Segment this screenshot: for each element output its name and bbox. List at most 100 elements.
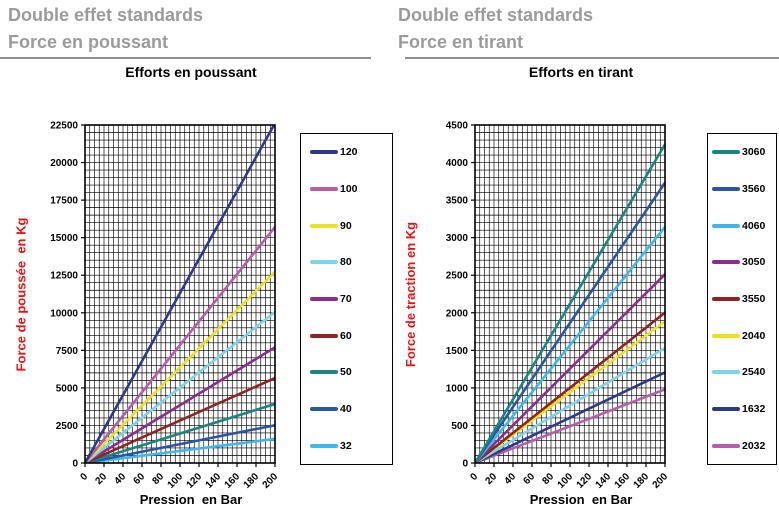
legend-line-swatch bbox=[712, 150, 740, 155]
series-line-60 bbox=[85, 376, 275, 463]
svg-text:4000: 4000 bbox=[446, 158, 469, 169]
svg-text:100: 100 bbox=[166, 471, 186, 491]
svg-text:1500: 1500 bbox=[446, 346, 469, 357]
legend-line-swatch bbox=[310, 186, 338, 191]
push-chart-section: Double effet standards Force en poussant … bbox=[0, 2, 393, 507]
svg-text:17500: 17500 bbox=[50, 196, 78, 207]
legend-line-swatch bbox=[310, 260, 338, 265]
series-line-80 bbox=[85, 310, 275, 463]
push-section-header: Double effet standards Force en poussant bbox=[8, 2, 203, 56]
plot-border bbox=[84, 124, 276, 464]
svg-text:140: 140 bbox=[204, 471, 224, 491]
legend-item: 3050 bbox=[712, 256, 776, 268]
svg-text:40: 40 bbox=[112, 471, 128, 487]
legend-label: 32 bbox=[340, 439, 352, 452]
legend-line-swatch bbox=[712, 223, 740, 228]
legend-label: 80 bbox=[340, 256, 352, 269]
svg-text:200: 200 bbox=[261, 471, 281, 491]
legend-line-swatch bbox=[712, 406, 740, 411]
svg-text:2000: 2000 bbox=[446, 308, 469, 319]
series-line-2032 bbox=[475, 388, 665, 463]
svg-text:22500: 22500 bbox=[50, 121, 78, 132]
legend-label: 3060 bbox=[742, 146, 766, 159]
svg-text:20000: 20000 bbox=[50, 158, 78, 169]
legend-line-swatch bbox=[310, 443, 338, 448]
series-line-100 bbox=[85, 225, 275, 463]
legend-label: 50 bbox=[340, 366, 352, 379]
legend-label: 2032 bbox=[742, 439, 766, 452]
legend-label: 4060 bbox=[742, 219, 766, 232]
legend-item: 2032 bbox=[712, 440, 776, 452]
legend-item: 40 bbox=[310, 403, 392, 415]
grid bbox=[474, 124, 666, 464]
svg-text:160: 160 bbox=[613, 471, 633, 491]
series-line-2540 bbox=[475, 346, 665, 463]
pull-chart-legend: 3060 3560 4060 3050 3550 2040 2540 1632 2032 bbox=[707, 133, 777, 465]
plot-border bbox=[474, 124, 666, 464]
push-chart-plot: 0 2500 5000 7500 10000 12500 15000 17500 20000 22… bbox=[50, 121, 281, 491]
push-header-divider bbox=[0, 57, 371, 59]
svg-text:160: 160 bbox=[223, 471, 243, 491]
svg-text:20: 20 bbox=[483, 471, 499, 487]
svg-text:200: 200 bbox=[651, 471, 671, 491]
legend-line-swatch bbox=[712, 333, 740, 338]
legend-item: 2540 bbox=[712, 366, 776, 378]
series-line-3560 bbox=[475, 181, 665, 463]
pull-chart-section: Double effet standards Force en tirant Ef… bbox=[390, 0, 779, 524]
legend-line-swatch bbox=[310, 333, 338, 338]
svg-text:500: 500 bbox=[451, 421, 468, 432]
svg-text:80: 80 bbox=[540, 471, 556, 487]
legend-label: 3050 bbox=[742, 256, 766, 269]
svg-text:120: 120 bbox=[575, 471, 595, 491]
svg-text:3500: 3500 bbox=[446, 196, 469, 207]
legend-line-swatch bbox=[310, 223, 338, 228]
legend-item: 3060 bbox=[712, 146, 776, 158]
series-line-4060 bbox=[475, 225, 665, 463]
series-line-3550 bbox=[475, 311, 665, 463]
pull-header-line1: Double effet standards bbox=[398, 5, 594, 25]
legend-item: 2040 bbox=[712, 330, 776, 342]
legend-item: 70 bbox=[310, 293, 392, 305]
legend-line-swatch bbox=[712, 296, 740, 301]
svg-text:120: 120 bbox=[185, 471, 205, 491]
legend-item: 3550 bbox=[712, 293, 776, 305]
legend-label: 40 bbox=[340, 402, 352, 415]
legend-line-swatch bbox=[310, 406, 338, 411]
pull-header-divider bbox=[405, 57, 779, 59]
legend-label: 2540 bbox=[742, 366, 766, 379]
push-chart-title: Efforts en poussant bbox=[125, 64, 257, 80]
push-header-line1: Double effet standards bbox=[8, 5, 204, 25]
svg-text:100: 100 bbox=[556, 471, 576, 491]
pull-chart-title: Efforts en tirant bbox=[528, 64, 634, 80]
series-line-32 bbox=[85, 437, 275, 463]
series-lines bbox=[475, 143, 665, 463]
legend-item: 1632 bbox=[712, 403, 776, 415]
legend-line-swatch bbox=[310, 370, 338, 375]
svg-text:60: 60 bbox=[521, 471, 537, 487]
push-header-line2: Force en poussant bbox=[8, 32, 169, 52]
svg-text:4500: 4500 bbox=[446, 121, 469, 132]
legend-line-swatch bbox=[712, 186, 740, 191]
legend-line-swatch bbox=[712, 260, 740, 265]
legend-item: 100 bbox=[310, 183, 392, 195]
legend-label: 1632 bbox=[742, 402, 766, 415]
svg-text:20: 20 bbox=[93, 471, 109, 487]
svg-text:180: 180 bbox=[242, 471, 262, 491]
legend-label: 2040 bbox=[742, 329, 766, 342]
legend-item: 4060 bbox=[712, 220, 776, 232]
svg-text:12500: 12500 bbox=[50, 271, 78, 282]
svg-text:3000: 3000 bbox=[446, 233, 469, 244]
legend-item: 50 bbox=[310, 366, 392, 378]
svg-text:40: 40 bbox=[502, 471, 518, 487]
svg-text:0: 0 bbox=[78, 471, 90, 483]
svg-text:15000: 15000 bbox=[50, 233, 78, 244]
series-line-3050 bbox=[475, 272, 665, 463]
legend-label: 3550 bbox=[742, 292, 766, 305]
svg-text:0: 0 bbox=[468, 471, 480, 483]
legend-item: 60 bbox=[310, 330, 392, 342]
legend-label: 100 bbox=[340, 182, 358, 195]
legend-line-swatch bbox=[712, 370, 740, 375]
legend-label: 70 bbox=[340, 292, 352, 305]
svg-text:60: 60 bbox=[131, 471, 147, 487]
